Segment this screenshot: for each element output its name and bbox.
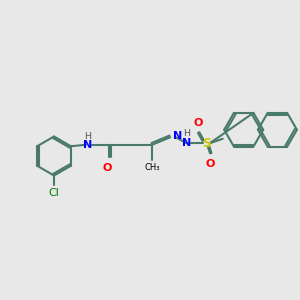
Text: N: N (182, 138, 191, 148)
Text: N: N (83, 140, 92, 150)
Text: O: O (206, 159, 215, 169)
Text: O: O (193, 118, 203, 128)
Text: Cl: Cl (49, 188, 59, 197)
Text: CH₃: CH₃ (144, 163, 160, 172)
Text: O: O (103, 163, 112, 173)
Text: S: S (202, 137, 211, 150)
Text: H: H (84, 132, 91, 141)
Text: H: H (183, 129, 190, 138)
Text: N: N (172, 131, 182, 141)
